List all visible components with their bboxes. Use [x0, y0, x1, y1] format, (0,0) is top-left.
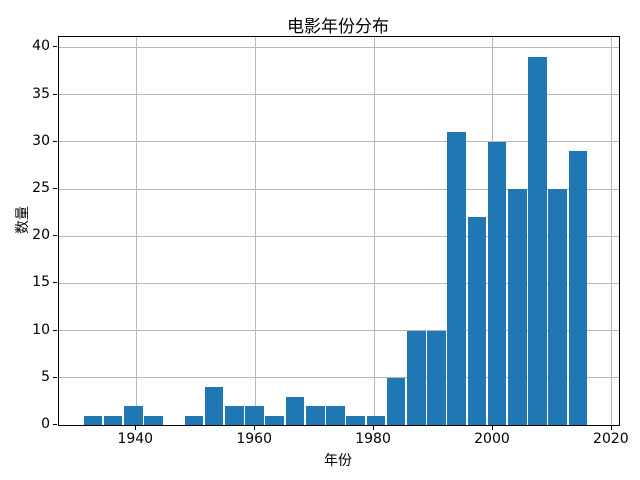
histogram-bar [508, 189, 527, 425]
x-tick-mark [135, 426, 137, 430]
y-tick-label: 10 [32, 321, 50, 338]
y-tick-mark [53, 376, 57, 378]
x-tick-label: 2020 [593, 431, 629, 447]
chart-title: 电影年份分布 [287, 17, 389, 37]
x-gridline [254, 37, 256, 425]
y-tick-label: 40 [32, 38, 50, 55]
y-tick-mark [53, 46, 57, 48]
y-gridline [59, 141, 619, 143]
y-tick-label: 30 [32, 132, 50, 149]
histogram-bar [144, 415, 163, 425]
x-tick-mark [491, 426, 493, 430]
histogram-bar [124, 406, 143, 425]
x-gridline [135, 37, 137, 425]
y-tick-mark [53, 235, 57, 237]
y-tick-mark [53, 424, 57, 425]
histogram-bar [265, 415, 285, 425]
y-gridline [59, 377, 619, 379]
x-tick-label: 1980 [355, 431, 391, 447]
y-tick-label: 0 [41, 416, 50, 432]
histogram-bar [528, 56, 547, 425]
histogram-bar [245, 406, 264, 425]
histogram-bar [285, 396, 305, 425]
y-tick-label: 35 [32, 85, 50, 102]
histogram-bar [346, 415, 365, 425]
x-tick-label: 1940 [117, 431, 154, 447]
y-tick-label: 5 [41, 368, 50, 385]
histogram-bar [366, 415, 386, 425]
y-tick-mark [53, 282, 57, 284]
histogram-bar [204, 387, 224, 425]
x-gridline [373, 37, 375, 425]
y-gridline [59, 94, 619, 96]
y-axis-label: 数量 [15, 206, 31, 234]
histogram-bar [305, 406, 325, 425]
histogram-bar [225, 406, 244, 425]
histogram-bar [568, 151, 588, 425]
histogram-bar [326, 406, 345, 425]
x-tick-mark [610, 426, 612, 430]
histogram-bar [447, 132, 466, 425]
histogram-bar [427, 330, 446, 425]
x-tick-mark [373, 426, 375, 430]
y-tick-mark [53, 93, 57, 95]
histogram-bar [406, 330, 426, 425]
histogram-bar [467, 217, 487, 425]
histogram-bar [184, 415, 204, 425]
histogram-bar [487, 141, 507, 425]
y-gridline [59, 330, 619, 332]
x-tick-mark [254, 426, 256, 430]
histogram-bar [548, 189, 568, 425]
x-tick-label: 2000 [474, 431, 510, 447]
histogram-bar [103, 415, 123, 425]
y-tick-mark [53, 140, 57, 142]
y-tick-label: 20 [32, 227, 50, 244]
x-gridline [611, 37, 613, 425]
y-gridline [59, 188, 619, 190]
y-gridline [59, 235, 619, 237]
y-gridline [59, 46, 619, 48]
y-tick-mark [53, 329, 57, 331]
y-gridline [59, 282, 619, 284]
histogram-bar [83, 415, 103, 425]
histogram-bar [386, 377, 406, 425]
y-tick-label: 25 [32, 179, 50, 196]
x-tick-label: 1960 [236, 431, 272, 447]
x-axis-label: 年份 [324, 453, 352, 469]
plot-area [58, 36, 620, 426]
y-tick-mark [53, 187, 57, 189]
y-tick-label: 15 [32, 274, 50, 291]
